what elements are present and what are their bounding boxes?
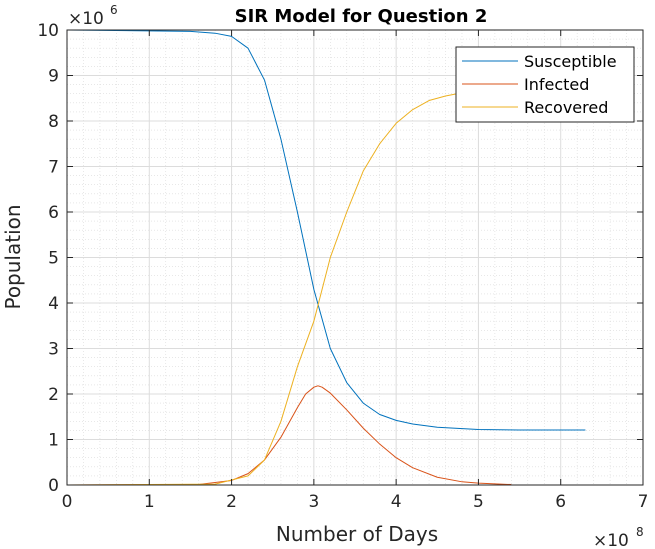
y-tick-label: 2 [48,385,59,405]
legend: Susceptible Infected Recovered [455,46,635,123]
x-tick-label: 6 [555,492,566,512]
legend-label-susceptible: Susceptible [524,52,617,71]
legend-label-recovered: Recovered [524,98,608,117]
x-axis-multiplier: ×10 8 [593,525,644,549]
x-tick-label: 7 [638,492,649,512]
y-tick-label: 8 [48,112,59,132]
y-axis-label: Population [1,204,25,309]
chart-title: SIR Model for Question 2 [235,6,488,27]
legend-label-infected: Infected [524,75,589,94]
x-tick-label: 0 [62,492,73,512]
x-tick-label: 4 [391,492,402,512]
x-multiplier-exponent: 8 [636,525,644,539]
y-multiplier-exponent: 6 [110,3,118,17]
y-tick-label: 7 [48,158,59,178]
y-multiplier-base: ×10 [68,9,104,29]
y-tick-label: 0 [48,476,59,496]
x-tick-label: 2 [226,492,237,512]
x-tick-label: 1 [144,492,155,512]
y-tick-label: 9 [48,67,59,87]
y-tick-label: 1 [48,431,59,451]
x-tick-label: 5 [473,492,484,512]
x-multiplier-base: ×10 [593,531,629,549]
y-tick-label: 4 [48,294,59,314]
y-tick-label: 6 [48,203,59,223]
y-axis-multiplier: ×10 6 [68,3,118,29]
y-tick-label: 3 [48,340,59,360]
series-line-susceptible [66,29,586,431]
series-line-recovered [66,89,479,486]
tick-labels: 0 1 2 3 4 5 6 7 0 1 2 3 4 5 6 7 8 9 10 [37,21,648,512]
x-axis-label: Number of Days [276,522,438,546]
series-line-infected [66,385,512,486]
series-layer [66,29,586,486]
y-tick-label: 5 [48,249,59,269]
axis-ticks [66,29,644,486]
y-tick-label: 10 [37,21,59,41]
minor-grid [67,30,643,485]
x-tick-label: 3 [308,492,319,512]
